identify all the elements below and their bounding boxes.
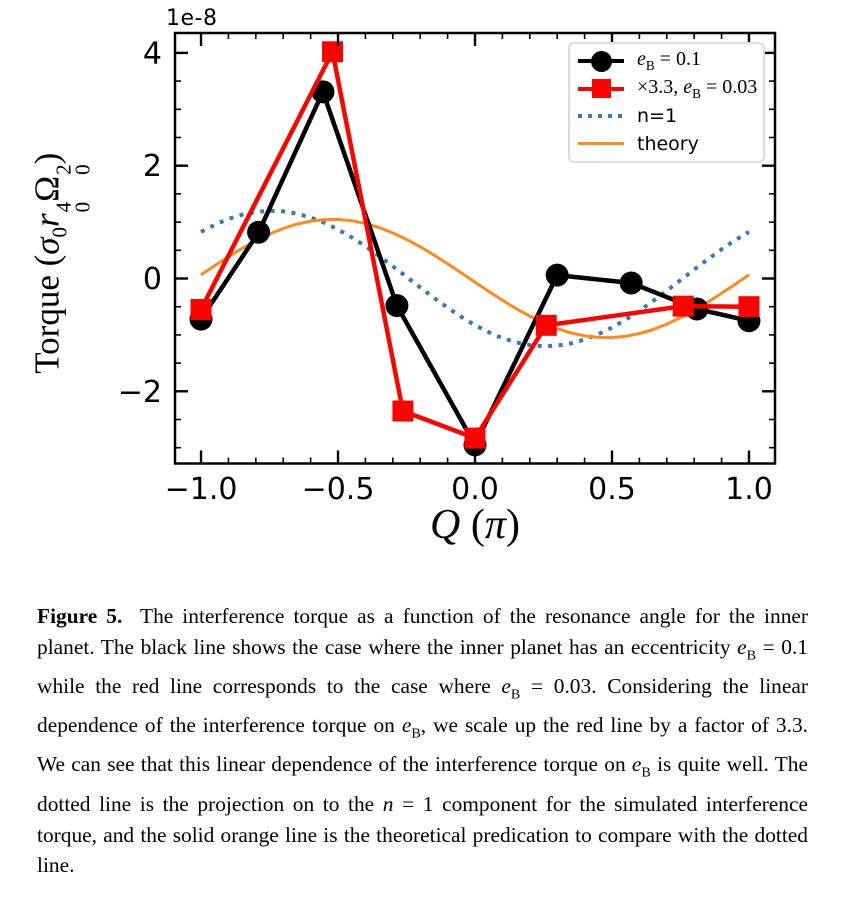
data-point-square	[190, 299, 212, 321]
data-point-circle	[619, 271, 643, 295]
legend-entry-eb-0.1: eB = 0.1	[578, 48, 755, 74]
x-tick-label: −0.5	[302, 472, 375, 507]
y-tick-label: −2	[118, 375, 162, 410]
y-tick-label: 2	[143, 149, 162, 184]
blue-dotted-line-sample-icon	[578, 104, 624, 128]
legend-entry-eb-0.03: ×3.3, eB = 0.03	[578, 75, 758, 102]
x-axis-label: Q (π)	[430, 502, 520, 548]
data-point-square	[322, 41, 344, 63]
series-theory	[200, 217, 750, 340]
red-square-line-sample-icon	[578, 77, 624, 101]
data-point-circle	[545, 263, 569, 287]
legend: eB = 0.1 ×3.3, eB = 0.03 n=1 theory	[568, 42, 765, 163]
y-tick-label: 4	[143, 36, 162, 71]
x-tick-label: 0.0	[451, 472, 499, 507]
black-circle-line-sample-icon	[578, 49, 624, 73]
y-tick-label: 0	[143, 262, 162, 297]
data-point-square	[392, 400, 414, 422]
data-point-square	[738, 296, 760, 318]
legend-label: theory	[637, 132, 699, 155]
x-tick-label: −1.0	[165, 472, 238, 507]
legend-label: n=1	[637, 105, 678, 128]
y-axis-label: Torque (σ0r 4 0 Ω 2 0)	[27, 152, 95, 374]
x-tick-label: 1.0	[725, 472, 773, 507]
orange-line-sample-icon	[578, 132, 624, 156]
data-point-circle	[385, 294, 409, 318]
y-axis-offset-label: 1e-8	[166, 6, 218, 31]
torque-vs-resonance-angle-plot: −1.0 −0.5 0.0 0.5 1.0 −2 0 2 4	[118, 31, 777, 507]
figure-caption: Figure 5. The interference torque as a f…	[37, 604, 809, 878]
x-tick-label: 0.5	[588, 472, 636, 507]
legend-entry-n1: n=1	[578, 103, 755, 129]
legend-label: eB = 0.1	[637, 48, 701, 74]
series-n-1	[200, 208, 751, 349]
data-point-square	[535, 314, 557, 336]
data-point-square	[464, 427, 486, 449]
legend-label: ×3.3, eB = 0.03	[637, 75, 758, 101]
data-point-square	[672, 295, 694, 317]
legend-entry-theory: theory	[578, 131, 755, 157]
data-point-circle	[247, 220, 271, 244]
